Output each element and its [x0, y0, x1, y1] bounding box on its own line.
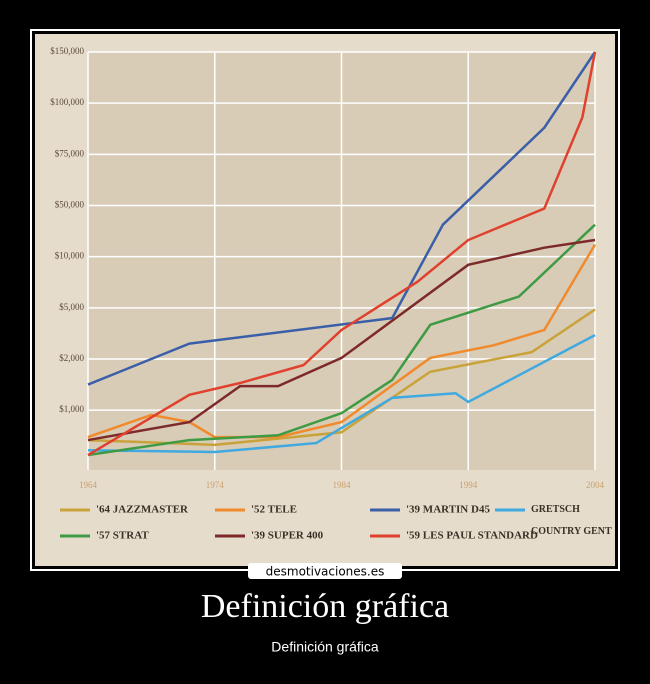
- line-series: [87, 51, 597, 386]
- x-tick-label: 2004: [586, 480, 605, 490]
- line-series: [87, 51, 597, 457]
- watermark: desmotivaciones.es: [266, 565, 385, 579]
- poster-subtitle: Definición gráfica: [271, 639, 379, 655]
- watermark-box: [248, 563, 402, 579]
- legend-label: '39 MARTIN D45: [406, 504, 490, 516]
- poster-title: Definición gráfica: [201, 588, 449, 625]
- y-tick-label: $75,000: [55, 148, 85, 158]
- legend-label: '52 TELE: [251, 504, 297, 516]
- x-tick-label: 1984: [333, 480, 352, 490]
- line-series: [87, 223, 596, 457]
- x-tick-label: 1994: [459, 480, 478, 490]
- legend-label: '39 SUPER 400: [251, 530, 324, 542]
- y-tick-label: $5,000: [59, 302, 84, 312]
- y-tick-label: $150,000: [50, 46, 84, 56]
- x-tick-label: 1974: [206, 480, 225, 490]
- x-tick-label: 1964: [79, 480, 98, 490]
- legend-label: '59 LES PAUL STANDARD: [406, 530, 538, 542]
- y-tick-label: $50,000: [55, 200, 85, 210]
- legend-label: GRETSCH COUNTRY GENT: [531, 504, 612, 537]
- legend-label: '64 JAZZMASTER: [96, 504, 189, 516]
- y-tick-label: $100,000: [50, 97, 84, 107]
- y-tick-label: $10,000: [55, 251, 85, 261]
- line-series: [87, 243, 597, 439]
- y-tick-label: $2,000: [59, 353, 84, 363]
- line-series: [87, 333, 596, 454]
- legend-label: '57 STRAT: [96, 530, 149, 542]
- line-series: [87, 238, 596, 442]
- chart: $1,000 $2,000 $5,000 $10,000 $50,000 $75,000 $…: [50, 46, 612, 541]
- y-tick-label: $1,000: [59, 404, 84, 414]
